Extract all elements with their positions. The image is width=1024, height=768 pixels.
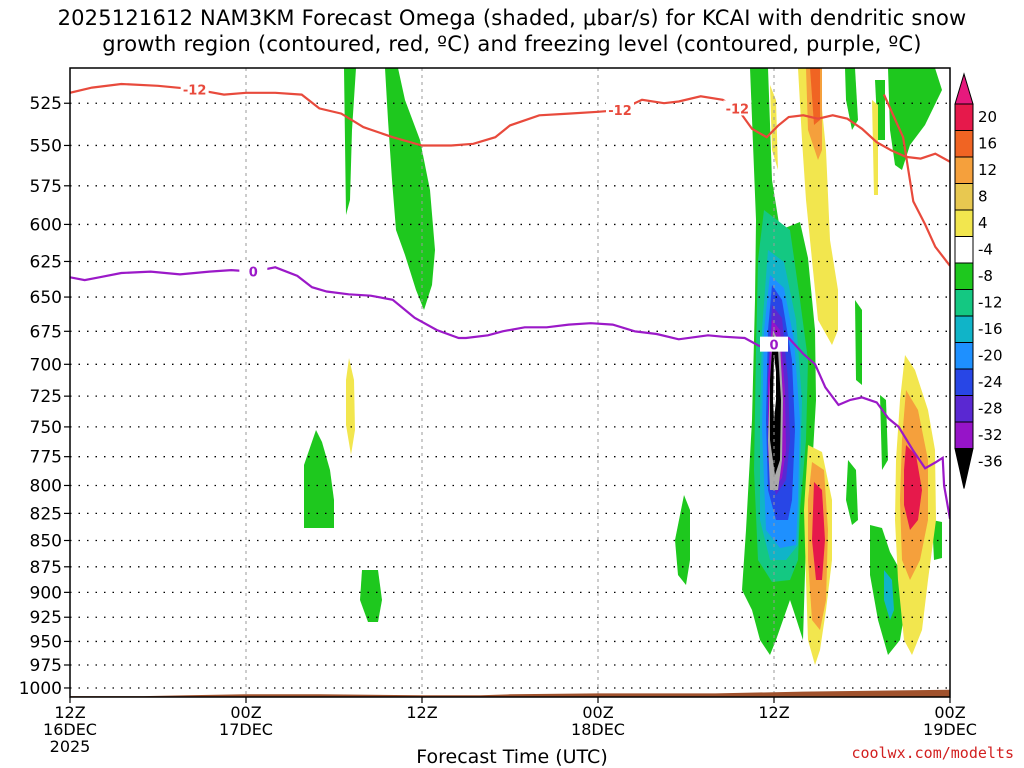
colorbar-label: -12 <box>978 294 1003 312</box>
y-tick-label: 750 <box>30 418 62 438</box>
contour-label-bg <box>606 102 634 118</box>
x-tick-label: 00Z <box>934 703 965 722</box>
x-tick-label: 00Z <box>230 703 261 722</box>
x-tick-label: 16DEC <box>43 720 97 739</box>
y-tick-label: 950 <box>30 632 62 652</box>
contour-label: -12 <box>183 83 207 98</box>
y-tick-label: 700 <box>30 355 62 375</box>
colorbar-label: -36 <box>978 453 1003 471</box>
contour-label-bg <box>723 100 752 116</box>
x-axis-label: Forecast Time (UTC) <box>416 746 608 768</box>
colorbar-segment <box>954 183 974 211</box>
colorbar-segment <box>954 395 974 423</box>
contour-label-bg <box>760 336 788 352</box>
contour-label: 0 <box>249 266 258 281</box>
y-tick-label: 775 <box>30 448 62 468</box>
colorbar-label: 12 <box>978 161 997 179</box>
y-tick-label: 900 <box>30 583 62 603</box>
colorbar-segment <box>954 421 974 449</box>
y-tick-label: 525 <box>30 94 62 114</box>
colorbar-label: 20 <box>978 108 997 126</box>
colorbar-label: 4 <box>978 214 988 232</box>
y-tick-label: 600 <box>30 215 62 235</box>
colorbar-label: -20 <box>978 347 1003 365</box>
contour-label-bg <box>239 263 268 279</box>
x-tick-label: 00Z <box>582 703 613 722</box>
colorbar-segment <box>954 130 974 158</box>
colorbar-segment <box>954 315 974 343</box>
contour-line <box>882 94 950 267</box>
colorbar-label: -32 <box>978 426 1003 444</box>
y-tick-label: 925 <box>30 608 62 628</box>
y-tick-label: 650 <box>30 288 62 308</box>
x-tick-label: 19DEC <box>923 720 977 739</box>
colorbar-label: -4 <box>978 241 993 259</box>
colorbar-label: 16 <box>978 135 997 153</box>
colorbar: 20 16 12 8 4 -4 -8 -12 -16 -20 -24 -28 -32 -36 <box>954 72 1003 489</box>
y-tick-label: 975 <box>30 656 62 676</box>
contour-label: -12 <box>608 104 632 119</box>
x-tick-label: 2025 <box>50 737 91 756</box>
pressure-axis: 525 550 575 600 625 650 675 700 725 750 775 800 825 8… <box>19 94 70 699</box>
colorbar-segment <box>954 103 974 131</box>
x-tick-label: 17DEC <box>219 720 273 739</box>
y-tick-label: 625 <box>30 252 62 272</box>
temperature-contours: -12 -12 -12 0 0 <box>70 81 950 520</box>
colorbar-label: -28 <box>978 400 1003 418</box>
chart-title-line2: growth region (contoured, red, ºC) and f… <box>102 32 922 56</box>
y-tick-label: 825 <box>30 504 62 524</box>
omega-shading-layer <box>304 68 942 665</box>
colorbar-label: -8 <box>978 267 993 285</box>
colorbar-bottom-arrow <box>954 448 974 489</box>
y-tick-label: 800 <box>30 476 62 496</box>
colorbar-label: 8 <box>978 188 988 206</box>
y-tick-label: 850 <box>30 531 62 551</box>
plot-frame <box>69 67 951 698</box>
colorbar-label: -24 <box>978 373 1003 391</box>
colorbar-label: -16 <box>978 320 1003 338</box>
colorbar-segment <box>954 262 974 290</box>
x-tick-label: 12Z <box>54 703 85 722</box>
y-tick-label: 725 <box>30 387 62 407</box>
colorbar-segment <box>954 156 974 184</box>
contour-label-bg <box>180 81 209 97</box>
y-tick-label: 675 <box>30 322 62 342</box>
x-tick-label: 12Z <box>758 703 789 722</box>
contour-label: 0 <box>769 339 778 354</box>
contour-label: -12 <box>726 102 750 117</box>
y-tick-label: 550 <box>30 136 62 156</box>
colorbar-segment <box>954 289 974 317</box>
x-tick-label: 18DEC <box>571 720 625 739</box>
credit-text: coolwx.com/modelts <box>851 744 1014 762</box>
chart-title-line1: 2025121612 NAM3KM Forecast Omega (shaded… <box>57 6 967 30</box>
y-tick-label: 1000 <box>19 679 62 699</box>
colorbar-top-arrow <box>954 72 974 105</box>
colorbar-segment <box>954 209 974 237</box>
y-tick-label: 575 <box>30 177 62 197</box>
y-tick-label: 875 <box>30 558 62 578</box>
colorbar-segment <box>954 368 974 396</box>
terrain-fill <box>70 689 950 697</box>
colorbar-segment <box>954 236 974 264</box>
x-tick-label: 12Z <box>406 703 437 722</box>
terrain-area <box>70 689 950 697</box>
colorbar-segment <box>954 342 974 370</box>
